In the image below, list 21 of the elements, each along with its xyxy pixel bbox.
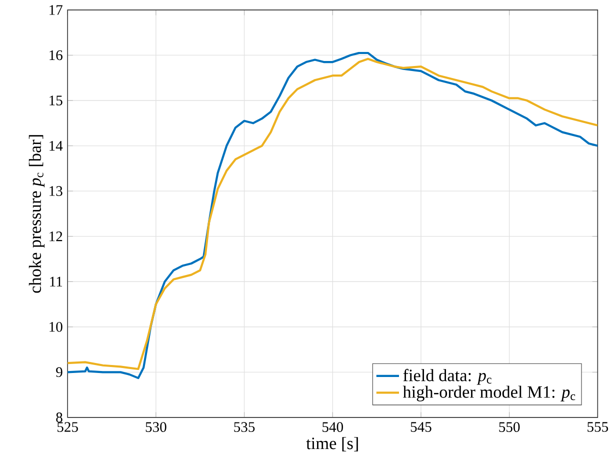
x-tick-label: 550 [499,422,520,432]
y-tick-label: 8 [56,412,62,422]
y-tick-label: 17 [50,5,62,15]
x-tick-label: 535 [234,422,255,432]
y-tick-label: 14 [50,140,63,151]
x-tick-label: 555 [588,422,608,432]
x-tick-label: 530 [146,422,166,432]
y-tick-label: 12 [50,231,62,242]
y-tick-label: 9 [56,367,62,378]
y-tick-label: 10 [50,322,62,332]
x-tick-label: 525 [58,422,78,432]
x-tick-label: 540 [322,422,343,432]
y-tick-label: 11 [50,276,62,286]
y-tick-label: 16 [50,50,62,60]
y-tick-label: 13 [50,186,62,196]
y-tick-label: 15 [50,96,62,106]
legend-label: field data: p$_{c}$ [403,368,492,385]
x-axis-title: time [s] [306,437,358,452]
x-tick-label: 545 [410,422,432,432]
y-axis-title: choke pressure p$_{c}$ [bar] [28,135,45,293]
legend-label: high-order model M1: p$_{c}$ [402,386,576,402]
